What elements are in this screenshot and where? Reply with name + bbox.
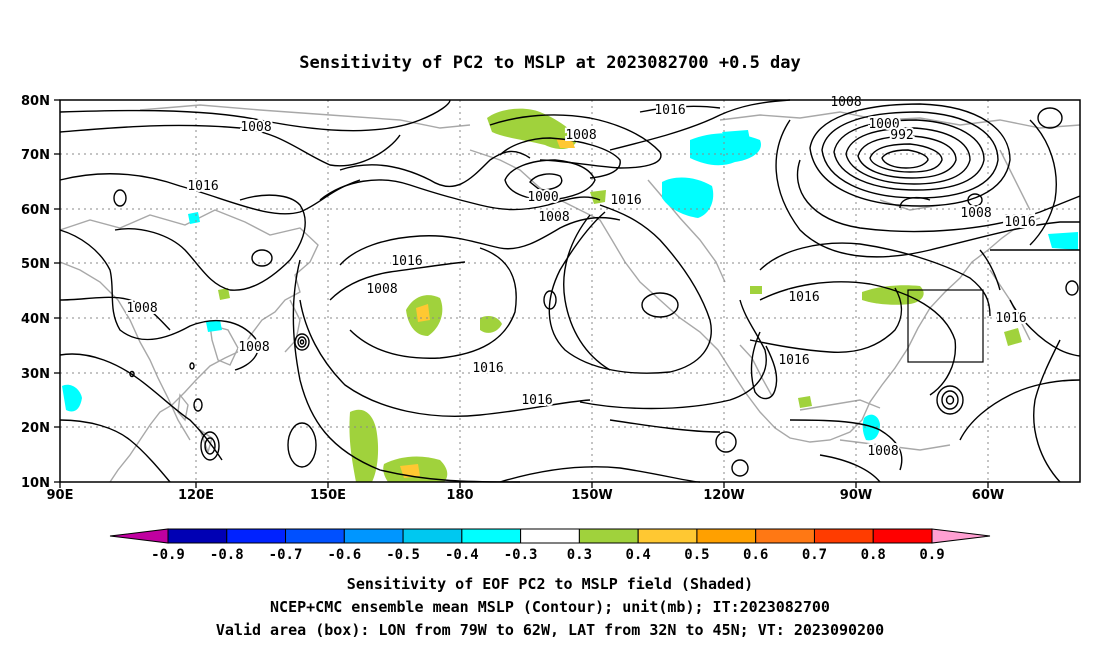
colorbar-label: -0.3 (504, 547, 538, 563)
colorbar-label: -0.4 (445, 547, 479, 563)
lon-tick-label: 180 (446, 488, 473, 503)
shade-positive-0.3 (480, 316, 502, 333)
lat-tick-label: 80N (21, 94, 50, 109)
colorbar-label: 0.6 (743, 547, 768, 563)
longitude-labels: 90E 120E 150E 180 150W 120W 90W 60W (47, 488, 1005, 503)
shade-positive-0.3 (349, 409, 379, 482)
figure-title: Sensitivity of PC2 to MSLP at 2023082700… (299, 53, 801, 73)
colorbar-label: -0.9 (151, 547, 185, 563)
shade-positive-0.3 (218, 288, 230, 300)
colorbar-label: 0.4 (626, 547, 651, 563)
shade-negative-0.3 (662, 177, 714, 218)
colorbar-labels: -0.9 -0.8 -0.7 -0.6 -0.5 -0.4 -0.3 0.3 0.4 0.5 0.6… (151, 547, 945, 563)
lat-tick-label: 20N (21, 421, 50, 436)
contour-label: 1016 (1004, 215, 1035, 230)
contour-label: 1008 (565, 128, 596, 143)
lon-tick-label: 120W (703, 488, 744, 503)
shade-negative-0.3 (690, 133, 761, 166)
contour-label: 1016 (995, 311, 1026, 326)
shade-negative-0.3 (188, 212, 200, 224)
colorbar-label: 0.7 (802, 547, 827, 563)
contour-label: 1008 (238, 340, 269, 355)
colorbar-box (813, 528, 874, 544)
colorbar-label: -0.6 (327, 547, 361, 563)
shade-negative-0.3 (62, 384, 82, 412)
colorbar-box (637, 528, 698, 544)
contour-label: 1000 (527, 190, 558, 205)
colorbar-label: -0.7 (269, 547, 303, 563)
shade-positive-0.3 (590, 190, 606, 204)
colorbar-box (578, 528, 639, 544)
colorbar-label: 0.3 (567, 547, 592, 563)
lat-tick-label: 30N (21, 367, 50, 382)
contour-label: 1008 (126, 301, 157, 316)
mslp-contours (59, 99, 1081, 483)
colorbar-label: 0.5 (684, 547, 709, 563)
caption-line-1: Sensitivity of EOF PC2 to MSLP field (Sh… (347, 575, 753, 593)
contour-label: 1016 (391, 254, 422, 269)
shade-positive-0.3 (798, 396, 812, 408)
contour-label: 1016 (521, 393, 552, 408)
shade-negative-0.3 (722, 130, 750, 142)
colorbar-label: 0.8 (861, 547, 886, 563)
map-panel: 1016 1008 1008 1016 1008 1008 1016 1008 1000 1008… (21, 93, 1081, 503)
contour-label: 992 (890, 128, 913, 143)
colorbar-box (402, 528, 463, 544)
contour-label: 1016 (1003, 213, 1034, 228)
contour-label: 1016 (472, 361, 503, 376)
valid-area-box (907, 289, 984, 363)
colorbar-label: -0.8 (210, 547, 244, 563)
colorbar-box (696, 528, 757, 544)
latitude-labels: 80N 70N 60N 50N 40N 30N 20N 10N (21, 94, 50, 491)
colorbar-box (461, 528, 522, 544)
contour-label: 1008 (240, 120, 271, 135)
colorbar-label: 0.9 (919, 547, 944, 563)
lon-tick-label: 90W (840, 488, 872, 503)
contour-labels: 1016 1008 1008 1016 1008 1008 1016 1008 1000 1008… (124, 93, 1037, 461)
contour-label: 1008 (538, 210, 569, 225)
colorbar-box (167, 528, 228, 544)
colorbar-box (285, 528, 345, 544)
lon-tick-label: 150E (310, 488, 346, 503)
map-frame (59, 99, 1081, 483)
shade-negative-0.3 (206, 320, 222, 332)
lat-tick-label: 50N (21, 257, 50, 272)
colorbar-box (226, 528, 287, 544)
caption-line-2: NCEP+CMC ensemble mean MSLP (Contour); u… (270, 598, 830, 616)
lat-tick-label: 70N (21, 148, 50, 163)
lon-tick-label: 120E (178, 488, 214, 503)
lat-tick-label: 40N (21, 312, 50, 327)
colorbar: -0.9 -0.8 -0.7 -0.6 -0.5 -0.4 -0.3 0.3 0.4 0.5 0.6… (109, 528, 991, 563)
caption-line-3: Valid area (box): LON from 79W to 62W, L… (216, 621, 884, 639)
lon-tick-label: 150W (571, 488, 612, 503)
contour-label: 1008 (366, 282, 397, 297)
contour-label: 1016 (610, 193, 641, 208)
colorbar-box (343, 528, 404, 544)
contour-label: 1008 (867, 444, 898, 459)
colorbar-box (755, 528, 815, 544)
contour-label: 1000 (868, 117, 899, 132)
shade-negative-0.3 (1048, 232, 1078, 250)
colorbar-box (872, 528, 933, 544)
lon-tick-label: 90E (47, 488, 74, 503)
contour-label: 1016 (187, 179, 218, 194)
contour-label: 1016 (654, 103, 685, 118)
shade-negative-0.3 (862, 414, 880, 441)
axis-ticks (54, 99, 989, 488)
lat-tick-label: 10N (21, 476, 50, 491)
contour-label: 1008 (830, 95, 861, 110)
colorbar-label: -0.5 (386, 547, 420, 563)
contour-label: 1008 (960, 206, 991, 221)
contour-label: 1016 (778, 353, 809, 368)
shade-positive-0.3 (750, 286, 762, 294)
colorbar-low-extension (109, 528, 169, 544)
colorbar-high-extension (931, 528, 991, 544)
shade-positive-0.3 (1004, 328, 1022, 346)
lon-tick-label: 60W (972, 488, 1004, 503)
colorbar-box (520, 528, 580, 544)
colorbar-boxes (167, 528, 933, 544)
contour-label: 1016 (788, 290, 819, 305)
lat-tick-label: 60N (21, 203, 50, 218)
